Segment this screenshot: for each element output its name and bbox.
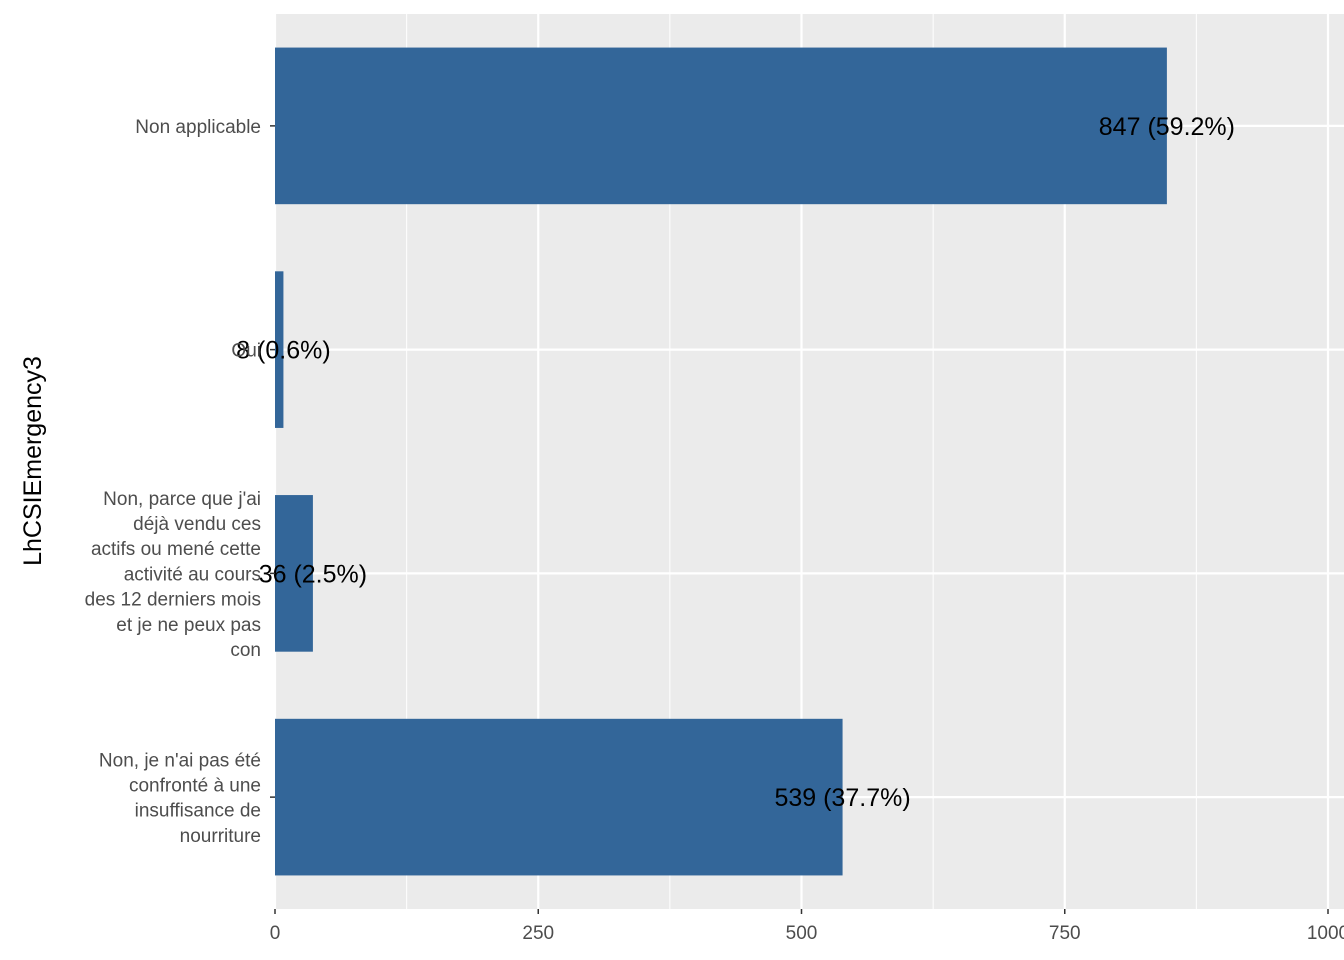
data-label: 539 (37.7%) [774,784,910,812]
bar [275,495,313,652]
bar [275,718,843,876]
x-tick-label: 250 [522,923,554,944]
data-label: 847 (59.2%) [1099,113,1235,141]
x-tick-label: 1000 [1307,923,1344,944]
y-tick-label: Non, parce que j'ai déjà vendu ces actifs … [85,489,261,661]
y-tick-label: Non, je n'ai pas été confronté à une insuf… [99,750,261,847]
data-label: 8 (0.6%) [236,337,330,365]
y-tick-label: Oui [231,341,261,362]
y-axis: Non applicable Oui Non, parce que j'ai déjà… [85,117,275,847]
x-axis: 0 250 500 750 1000 [270,909,1344,944]
x-tick-label: 500 [786,923,818,944]
x-tick-label: 750 [1049,923,1081,944]
y-axis-title: LhCSIEmergency3 [19,356,47,566]
data-label: 36 (2.5%) [259,560,367,588]
data-labels: 847 (59.2%) 8 (0.6%) 36 (2.5%) 539 (37.7%) [236,113,1235,812]
x-tick-label: 0 [270,923,281,944]
bar [275,271,284,428]
bar [275,47,1167,205]
bars [275,47,1167,876]
y-tick-label: Non applicable [135,117,261,138]
